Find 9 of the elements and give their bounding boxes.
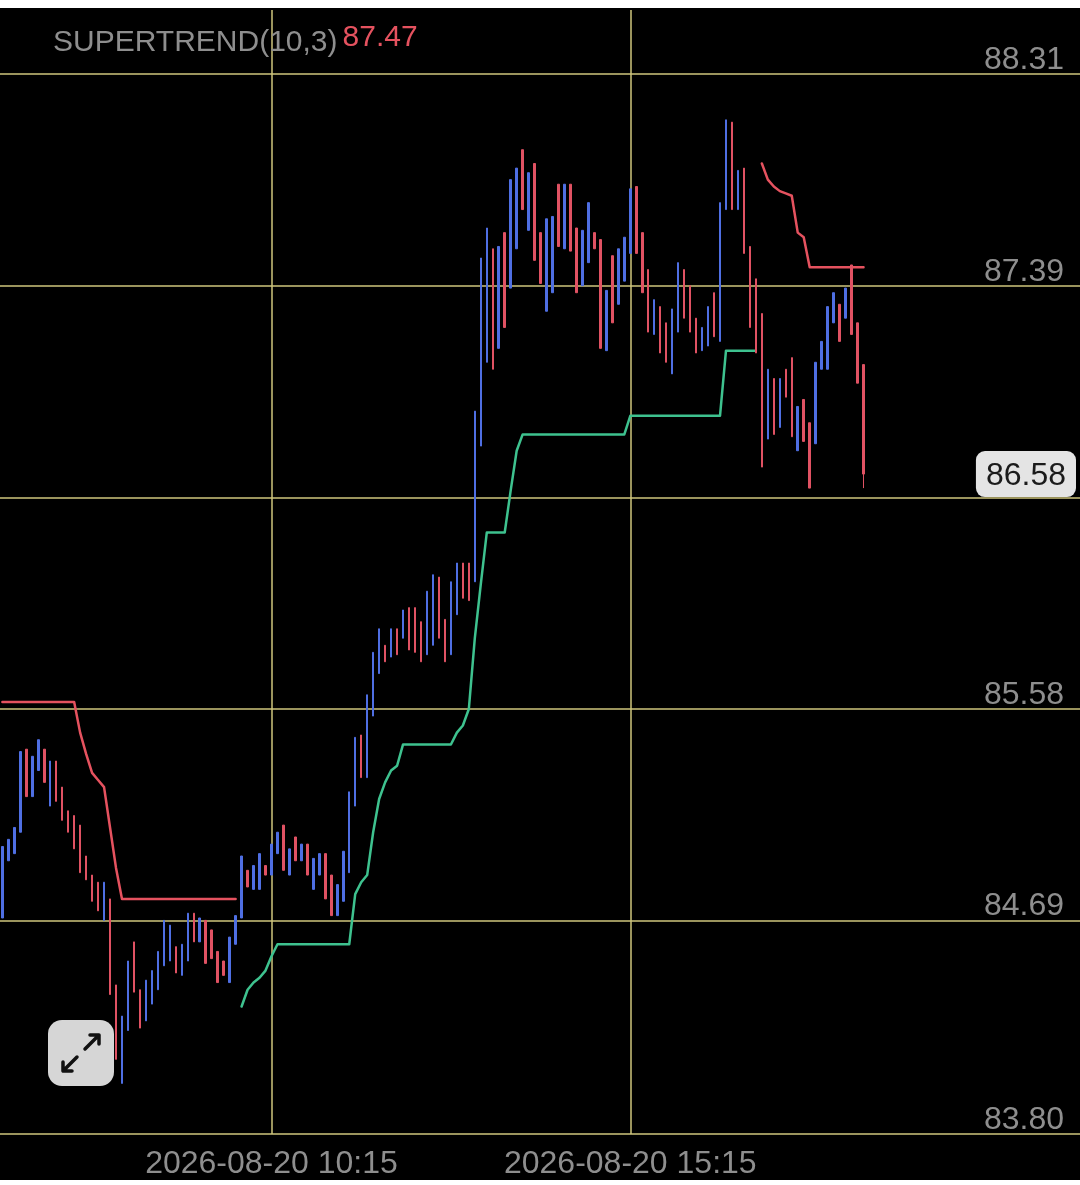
x-tick-label: 2026-08-20 10:15 [145,1144,398,1180]
y-tick-label: 83.80 [983,1100,1064,1136]
x-tick-label: 2026-08-20 15:15 [503,1144,757,1180]
y-tick-label: 87.39 [983,251,1064,288]
annotation: 87.47 [342,18,418,52]
y-tick-label: 84.69 [983,886,1064,923]
annotation: 86.58 [985,456,1066,493]
y-tick-label: 85.58 [983,674,1064,711]
y-tick-label: 88.31 [983,40,1064,77]
